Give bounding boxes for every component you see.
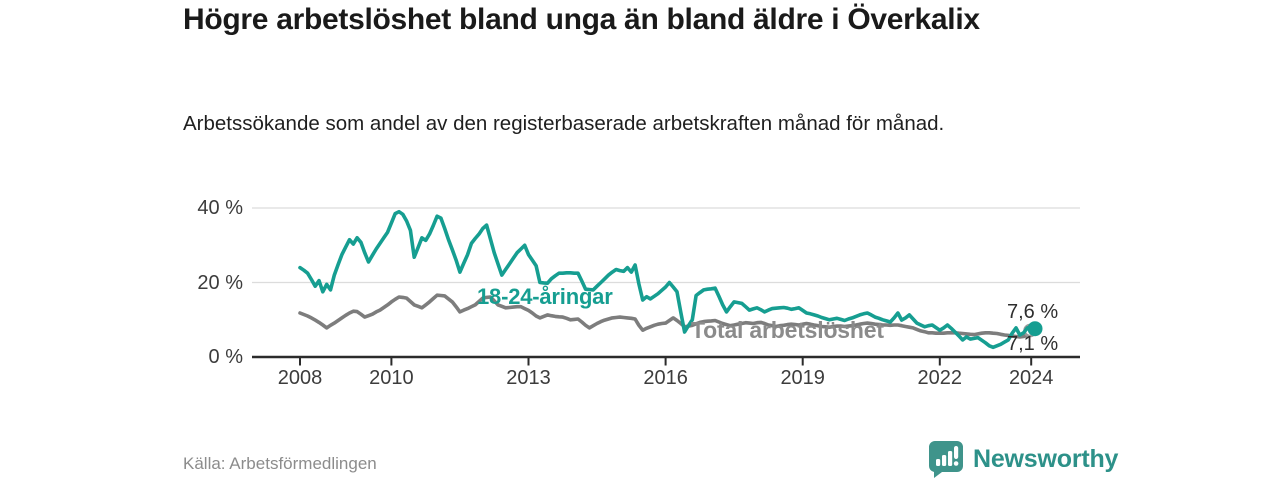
x-axis-label: 2019 bbox=[780, 367, 825, 389]
y-axis-label: 20 % bbox=[197, 271, 243, 294]
y-axis-label: 40 % bbox=[197, 197, 243, 219]
x-axis-label: 2008 bbox=[277, 367, 323, 389]
newsworthy-logo: Newsworthy bbox=[928, 440, 1118, 478]
x-axis-label: 2024 bbox=[1008, 367, 1054, 389]
newsworthy-icon bbox=[928, 441, 963, 478]
x-axis-label: 2016 bbox=[643, 367, 688, 389]
x-axis-ticks bbox=[299, 357, 1033, 366]
y-axis-label: 0 % bbox=[208, 346, 243, 368]
x-axis-label: 2022 bbox=[917, 367, 963, 389]
source-note: Källa: Arbetsförmedlingen bbox=[183, 454, 377, 473]
endpoint-18-24-aringar bbox=[1027, 321, 1043, 337]
brand-name: Newsworthy bbox=[973, 444, 1119, 473]
gridlines bbox=[252, 207, 1080, 284]
series-label-18-24-aringar: 18-24-åringar bbox=[477, 284, 613, 309]
x-axis-label: 2013 bbox=[506, 367, 551, 389]
series-label-total-arbetsloshet: Total arbetslöshet bbox=[691, 317, 884, 343]
end-value-label-total: 7,1 % bbox=[1007, 333, 1059, 355]
line-total-arbetsloshet bbox=[298, 293, 1037, 339]
end-value-label-youth: 7,6 % bbox=[1007, 301, 1059, 323]
page-title: Högre arbetslöshet bland unga än bland ä… bbox=[183, 3, 980, 36]
x-axis-label: 2010 bbox=[369, 367, 414, 389]
line-18-24-aringar bbox=[298, 209, 1037, 350]
chart-subtitle: Arbetssökande som andel av den registerb… bbox=[183, 112, 945, 135]
